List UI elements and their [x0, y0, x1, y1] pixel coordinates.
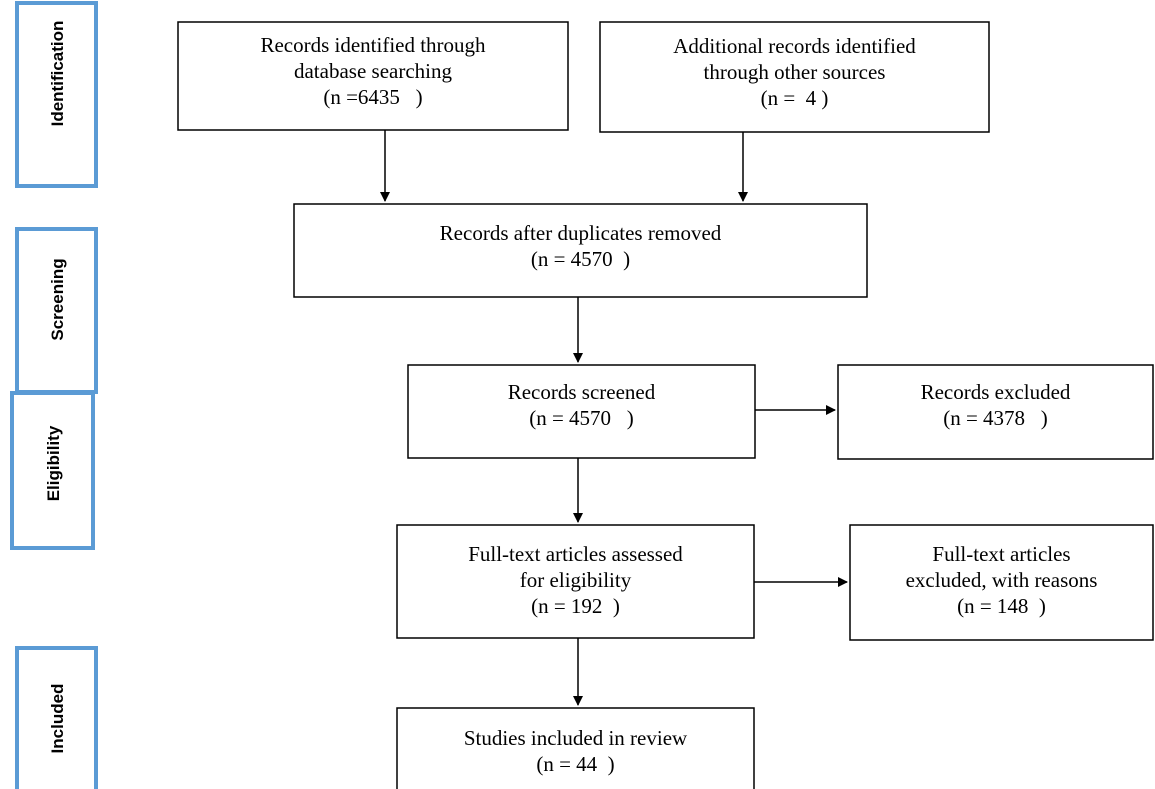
stage-box — [10, 391, 95, 550]
flow-box — [177, 21, 569, 131]
arrows — [380, 130, 848, 706]
flow-box — [837, 364, 1154, 460]
box-text: Records identified through — [260, 33, 486, 57]
box-text: Studies included in review — [464, 726, 688, 750]
box-text: (n = 4570 ) — [529, 406, 634, 430]
box-text: Records excluded — [921, 380, 1071, 404]
flow-box — [407, 364, 756, 459]
box-text: excluded, with reasons — [906, 568, 1098, 592]
box-text: (n = 4 ) — [761, 86, 829, 110]
box-text: (n = 4378 ) — [943, 406, 1048, 430]
stage-box — [15, 1, 98, 188]
box-text: through other sources — [704, 60, 886, 84]
stage-label: Included — [48, 684, 67, 754]
flow-box — [293, 203, 868, 298]
box-text: (n = 4570 ) — [531, 247, 630, 271]
stage-box — [15, 646, 98, 789]
box-text: Records screened — [508, 380, 656, 404]
box-text: Full-text articles assessed — [468, 542, 683, 566]
box-text: database searching — [294, 59, 453, 83]
box-text: Records after duplicates removed — [440, 221, 722, 245]
stage-box — [15, 227, 98, 394]
flow-box — [599, 21, 990, 133]
stage-label: Identification — [48, 21, 67, 127]
box-text: Full-text articles — [932, 542, 1070, 566]
stage-label: Eligibility — [44, 425, 63, 501]
box-text: Additional records identified — [673, 34, 916, 58]
box-text: (n = 192 ) — [531, 594, 620, 618]
box-text: for eligibility — [520, 568, 632, 592]
box-text: (n = 44 ) — [536, 752, 614, 776]
flow-box — [849, 524, 1154, 641]
flow-box — [396, 707, 755, 789]
box-text: (n = 148 ) — [957, 594, 1046, 618]
box-text: (n =6435 ) — [323, 85, 422, 109]
stage-label: Screening — [48, 258, 67, 340]
flow-box — [396, 524, 755, 639]
